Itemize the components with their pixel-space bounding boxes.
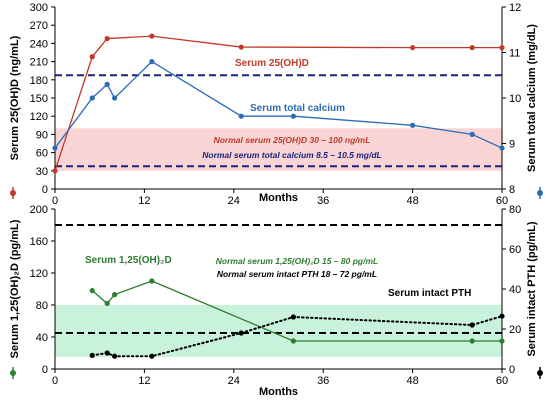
panel-1-y-left-tick-label: 0: [42, 184, 48, 196]
panel-2-series-1-point: [290, 338, 296, 344]
panel-1-y-left-axis-title: Serum 25(OH)D (ng/mL): [9, 35, 21, 160]
panel-1-y-left-tick-label: 300: [30, 2, 48, 14]
panel-1-series-label-2: Serum total calcium: [250, 103, 345, 114]
panel-1-annotation-1: Normal serum 25(OH)D 30 – 100 ng/mL: [214, 135, 371, 145]
panel-1-series-1-point: [149, 33, 155, 39]
panel-1-y-left-tick-label: 90: [36, 129, 48, 141]
panel-1-series-2-point: [89, 95, 95, 101]
panel-2-y-right-tick-label: 20: [509, 324, 521, 336]
panel-1-series-2-point: [410, 122, 416, 128]
panel-1-series-1-point: [499, 45, 505, 51]
panel-1-y-right-tick-label: 9: [509, 139, 515, 151]
panel-1-y-right-tick-label: 10: [509, 93, 521, 105]
panel-1-y-right-axis-title: Serum total calcium (mg/dL): [526, 24, 538, 172]
panel-1-series-2-point: [52, 145, 58, 151]
panel-2-series-1-point: [104, 300, 110, 306]
panel-1-y-left-tick-label: 180: [30, 75, 48, 87]
panel-1-series-line-2: [54, 60, 503, 149]
panel-1-series-1-point: [238, 44, 244, 50]
panel-2-series-2-point: [469, 322, 475, 328]
panel-2-series-1-point: [149, 278, 155, 284]
panel-1-x-tick-label: 60: [496, 195, 508, 207]
panel-1-annotation-2: Normal serum total calcium 8.5 – 10.5 mg…: [202, 150, 382, 160]
panel-1-y-left-tick-label: 150: [30, 93, 48, 105]
panel-2-x-tick-label: 36: [317, 375, 329, 387]
panel-2-x-axis-title: Months: [259, 386, 298, 398]
panel-2-series-1-point: [499, 338, 505, 344]
panel-1-y-right-tick-label: 11: [509, 48, 520, 60]
panel-1-series-label-1: Serum 25(OH)D: [235, 58, 309, 69]
panel-1-series-1-point: [104, 35, 110, 42]
panel-2-y-right-tick-label: 0: [509, 364, 515, 376]
panel-1-y-left-tick-label: 120: [30, 111, 48, 123]
panel-2-y-right-axis-title: Serum intact PTH (pg/mL): [526, 221, 538, 356]
panel-1-x-tick-label: 0: [52, 195, 58, 207]
panel-2-y-right-legend-marker: [537, 370, 543, 376]
panel-2-y-left-legend-marker: [10, 370, 16, 376]
panel-1-y-right-tick-label: 8: [509, 184, 515, 196]
panel-2-series-label-2: Serum intact PTH: [388, 288, 471, 299]
panel-1-x-axis-title: Months: [259, 192, 298, 204]
panel-1-series-1-point: [52, 168, 58, 174]
panel-1-x-tick-label: 24: [228, 195, 240, 207]
panel-2-y-left-axis-title: Serum 1,25(OH)₂D (pg/mL): [9, 219, 21, 358]
panel-1-x-tick-label: 36: [317, 195, 329, 207]
panel-1-series-2-point: [238, 113, 244, 119]
panel-2-y-right-tick-label: 80: [509, 204, 521, 216]
panel-1-series-2-point: [469, 131, 475, 137]
panel-1-y-left-tick-label: 210: [30, 57, 48, 69]
panel-2-y-left-tick-label: 120: [30, 268, 48, 280]
panel-1-series-2-point: [499, 145, 505, 151]
panel-1-series-line-1: [54, 35, 502, 172]
panel-1-reference-band: [55, 128, 502, 171]
panel-2-series-1-point: [469, 338, 475, 344]
panel-1-x-tick-label: 48: [406, 195, 418, 207]
panel-1-x-tick-label: 12: [138, 195, 150, 207]
panel-1-y-left-tick-label: 270: [30, 20, 48, 32]
panel-2-series-2-point: [290, 314, 296, 320]
panel-2-x-tick-label: 48: [406, 375, 418, 387]
panel-1-y-right-legend-marker: [537, 190, 543, 196]
panel-2-series-2-point: [149, 353, 155, 359]
panel-1-y-left-tick-label: 240: [30, 38, 48, 50]
panel-1-y-right-tick-label: 12: [509, 2, 521, 14]
panel-2-y-left-tick-label: 80: [36, 300, 48, 312]
panel-2-annotation-1: Normal serum 1,25(OH)₂D 15 – 80 pg/mL: [216, 256, 378, 266]
panel-1-series-2-point: [290, 113, 296, 119]
panel-2-y-right-tick-label: 40: [509, 284, 521, 296]
panel-2-x-tick-label: 60: [496, 375, 508, 387]
panel-1-y-left-tick-label: 60: [36, 148, 48, 160]
panel-2-y-left-tick-label: 200: [30, 204, 48, 216]
panel-2-series-2-point: [104, 350, 110, 356]
panel-1-series-1-point: [89, 54, 95, 60]
panel-1-series-1-point: [469, 45, 475, 51]
panel-2-reference-band: [55, 305, 502, 357]
panel-2-y-right-tick-label: 60: [509, 244, 521, 256]
panel-2-y-left-tick-label: 0: [42, 364, 48, 376]
panel-2-series-label-1: Serum 1,25(OH)₂D: [85, 255, 172, 266]
panel-1-y-left-legend-marker: [10, 190, 16, 196]
panel-2-x-tick-label: 24: [228, 375, 240, 387]
panel-2-series-2-point: [238, 330, 244, 336]
panel-2-annotation-2: Normal serum intact PTH 18 – 72 pg/mL: [217, 269, 377, 279]
panel-2-series-1-point: [112, 292, 118, 298]
panel-1-series-2-point: [104, 81, 110, 87]
panel-2-series-2-point: [89, 352, 95, 358]
panel-2-series-1-point: [89, 288, 95, 294]
panel-2-y-left-tick-label: 40: [36, 332, 48, 344]
panel-2-series-2-point: [112, 353, 118, 359]
panel-2-x-tick-label: 12: [138, 375, 150, 387]
panel-2-series-2-point: [499, 313, 505, 319]
panel-2-x-tick-label: 0: [52, 375, 58, 387]
panel-1-y-left-tick-label: 30: [36, 166, 48, 178]
panel-2-series-line-2: [91, 315, 503, 358]
panel-1-series-2-point: [149, 59, 155, 65]
panel-1-series-2-point: [112, 95, 118, 101]
panel-1-series-1-point: [410, 45, 416, 51]
panel-2-y-left-tick-label: 160: [30, 236, 48, 248]
